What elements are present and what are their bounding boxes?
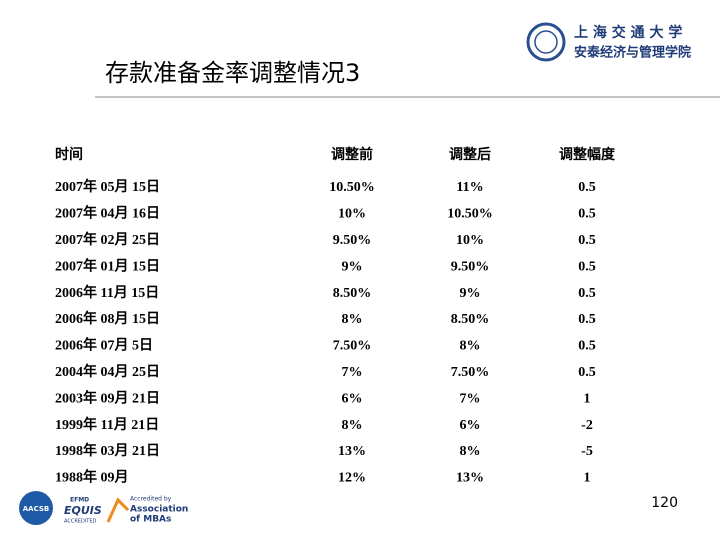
value-cell: 9%	[460, 286, 481, 301]
value-cell: 13%	[338, 444, 366, 459]
equis-label: EQUIS	[64, 504, 102, 517]
amba-logo	[106, 497, 130, 523]
value-cell: 10.50%	[447, 207, 493, 222]
school-name: 安泰经济与管理学院	[574, 45, 691, 61]
value-cell: -2	[581, 418, 593, 433]
university-logo-inner	[534, 30, 558, 54]
date-cell: 2007年 01月 15日	[55, 257, 160, 274]
date-cell: 2006年 08月 15日	[55, 310, 160, 327]
value-cell: 8%	[460, 444, 481, 459]
value-cell: 1	[584, 471, 591, 486]
aacsb-label: AACSB	[23, 505, 49, 513]
value-cell: 9%	[342, 259, 363, 274]
value-cell: 13%	[456, 471, 484, 486]
amba-line-3: of MBAs	[130, 515, 171, 525]
value-cell: 0.5	[578, 180, 596, 195]
university-name: 上 海 交 通 大 学	[574, 24, 682, 41]
value-cell: 7%	[460, 391, 481, 406]
value-cell: 8%	[342, 312, 363, 327]
value-cell: 6%	[342, 391, 363, 406]
date-cell: 2007年 04月 16日	[55, 205, 160, 222]
column-header: 调整幅度	[559, 146, 616, 163]
value-cell: 0.5	[578, 286, 596, 301]
page-number: 120	[651, 495, 678, 511]
value-cell: 0.5	[578, 365, 596, 380]
value-cell: 8.50%	[451, 312, 490, 327]
value-cell: 0.5	[578, 339, 596, 354]
value-cell: -5	[581, 444, 593, 459]
value-cell: 8%	[342, 418, 363, 433]
value-cell: 10%	[338, 207, 366, 222]
date-cell: 2003年 09月 21日	[55, 389, 160, 406]
amba-line-1: Accredited by	[130, 496, 172, 503]
university-logo	[526, 22, 566, 62]
date-cell: 1998年 03月 21日	[55, 442, 160, 459]
column-header: 调整前	[331, 146, 373, 163]
date-cell: 2006年 11月 15日	[55, 284, 159, 301]
value-cell: 0.5	[578, 312, 596, 327]
value-cell: 12%	[338, 471, 366, 486]
value-cell: 0.5	[578, 233, 596, 248]
equis-sub: ACCREDITED	[64, 519, 96, 525]
value-cell: 10.50%	[329, 180, 375, 195]
value-cell: 11%	[456, 180, 483, 195]
amba-line-2: Association	[130, 505, 188, 515]
efmd-label: EFMD	[70, 497, 89, 504]
value-cell: 9.50%	[451, 259, 490, 274]
date-cell: 1999年 11月 21日	[55, 416, 159, 433]
slide-title: 存款准备金率调整情况3	[105, 59, 360, 87]
table: 时间 调整前 调整后 调整幅度 2007年 05月 15日 10.50% 11% 0.5 200…	[55, 146, 616, 485]
value-cell: 10%	[456, 233, 484, 248]
column-header: 时间	[55, 146, 83, 163]
column-header: 调整后	[449, 146, 491, 163]
date-cell: 2004年 04月 25日	[55, 363, 160, 380]
date-cell: 2006年 07月 5日	[55, 337, 153, 354]
date-cell: 2007年 02月 25日	[55, 231, 160, 248]
value-cell: 7.50%	[451, 365, 490, 380]
value-cell: 8%	[460, 339, 481, 354]
value-cell: 0.5	[578, 207, 596, 222]
value-cell: 7.50%	[333, 339, 372, 354]
date-cell: 1988年 09月	[55, 469, 129, 486]
value-cell: 0.5	[578, 259, 596, 274]
value-cell: 8.50%	[333, 286, 372, 301]
value-cell: 9.50%	[333, 233, 372, 248]
aacsb-logo	[19, 491, 53, 525]
date-cell: 2007年 05月 15日	[55, 178, 160, 195]
value-cell: 7%	[342, 365, 363, 380]
value-cell: 6%	[460, 418, 481, 433]
value-cell: 1	[584, 391, 591, 406]
